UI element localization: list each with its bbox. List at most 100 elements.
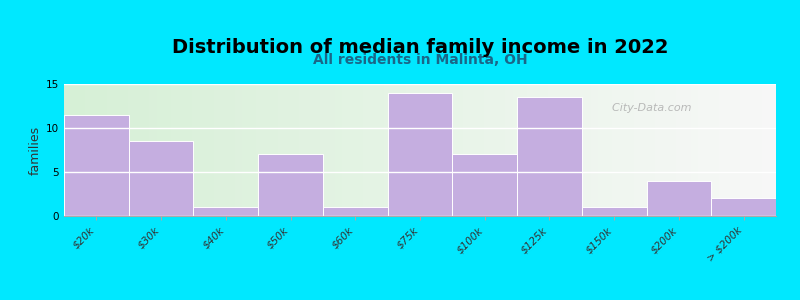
Bar bbox=[398, 84, 406, 216]
Bar bbox=[570, 84, 577, 216]
Bar bbox=[78, 84, 86, 216]
Bar bbox=[477, 84, 484, 216]
Bar bbox=[655, 84, 662, 216]
Bar bbox=[641, 84, 648, 216]
Bar bbox=[413, 84, 420, 216]
Bar bbox=[242, 84, 249, 216]
Bar bbox=[712, 84, 719, 216]
Bar bbox=[64, 84, 71, 216]
Bar bbox=[591, 84, 598, 216]
Text: All residents in Malinta, OH: All residents in Malinta, OH bbox=[313, 53, 527, 67]
Bar bbox=[228, 84, 235, 216]
Bar bbox=[769, 84, 776, 216]
Bar bbox=[605, 84, 612, 216]
Bar bbox=[648, 84, 655, 216]
Bar bbox=[498, 84, 506, 216]
Bar bbox=[106, 84, 114, 216]
Bar bbox=[584, 84, 591, 216]
Bar bbox=[206, 84, 214, 216]
Bar bbox=[93, 84, 100, 216]
Bar bbox=[258, 154, 323, 216]
Bar bbox=[683, 84, 690, 216]
Bar bbox=[164, 84, 171, 216]
Bar bbox=[420, 84, 427, 216]
Bar bbox=[434, 84, 442, 216]
Bar bbox=[314, 84, 320, 216]
Text: City-Data.com: City-Data.com bbox=[605, 103, 692, 113]
Bar bbox=[171, 84, 178, 216]
Bar bbox=[555, 84, 562, 216]
Bar bbox=[506, 84, 513, 216]
Bar bbox=[754, 84, 762, 216]
Bar bbox=[214, 84, 221, 216]
Bar bbox=[323, 207, 388, 216]
Bar bbox=[349, 84, 356, 216]
Title: Distribution of median family income in 2022: Distribution of median family income in … bbox=[172, 38, 668, 57]
Bar bbox=[178, 84, 185, 216]
Bar bbox=[406, 84, 413, 216]
Bar bbox=[86, 84, 93, 216]
Bar bbox=[719, 84, 726, 216]
Bar bbox=[185, 84, 192, 216]
Bar bbox=[306, 84, 314, 216]
Bar bbox=[285, 84, 292, 216]
Bar bbox=[194, 207, 258, 216]
Bar bbox=[263, 84, 270, 216]
Bar bbox=[634, 84, 641, 216]
Bar bbox=[662, 84, 669, 216]
Bar bbox=[534, 84, 541, 216]
Bar bbox=[698, 84, 705, 216]
Bar bbox=[577, 84, 584, 216]
Bar bbox=[100, 84, 106, 216]
Bar bbox=[734, 84, 741, 216]
Bar bbox=[320, 84, 327, 216]
Bar bbox=[378, 84, 385, 216]
Bar bbox=[484, 84, 491, 216]
Bar bbox=[256, 84, 263, 216]
Bar bbox=[711, 198, 776, 216]
Bar bbox=[334, 84, 342, 216]
Bar bbox=[726, 84, 734, 216]
Bar bbox=[741, 84, 747, 216]
Bar bbox=[513, 84, 520, 216]
Bar bbox=[541, 84, 548, 216]
Bar bbox=[299, 84, 306, 216]
Bar bbox=[548, 84, 555, 216]
Bar bbox=[449, 84, 456, 216]
Bar bbox=[150, 84, 157, 216]
Bar bbox=[363, 84, 370, 216]
Bar bbox=[470, 84, 477, 216]
Bar bbox=[427, 84, 434, 216]
Bar bbox=[705, 84, 712, 216]
Bar bbox=[142, 84, 150, 216]
Bar bbox=[646, 181, 711, 216]
Bar bbox=[747, 84, 754, 216]
Bar bbox=[690, 84, 698, 216]
Bar bbox=[762, 84, 769, 216]
Bar bbox=[456, 84, 462, 216]
Bar bbox=[527, 84, 534, 216]
Bar bbox=[491, 84, 498, 216]
Bar bbox=[582, 207, 646, 216]
Bar bbox=[626, 84, 634, 216]
Bar bbox=[235, 84, 242, 216]
Bar bbox=[199, 84, 206, 216]
Bar bbox=[370, 84, 378, 216]
Bar bbox=[249, 84, 256, 216]
Bar bbox=[114, 84, 121, 216]
Bar bbox=[462, 84, 470, 216]
Bar bbox=[270, 84, 278, 216]
Bar bbox=[520, 84, 527, 216]
Bar bbox=[562, 84, 570, 216]
Bar bbox=[452, 154, 517, 216]
Bar bbox=[391, 84, 398, 216]
Bar bbox=[612, 84, 619, 216]
Y-axis label: families: families bbox=[29, 125, 42, 175]
Bar bbox=[517, 97, 582, 216]
Bar bbox=[598, 84, 605, 216]
Bar bbox=[278, 84, 285, 216]
Bar bbox=[192, 84, 199, 216]
Bar bbox=[669, 84, 676, 216]
Bar bbox=[356, 84, 363, 216]
Bar bbox=[129, 141, 194, 216]
